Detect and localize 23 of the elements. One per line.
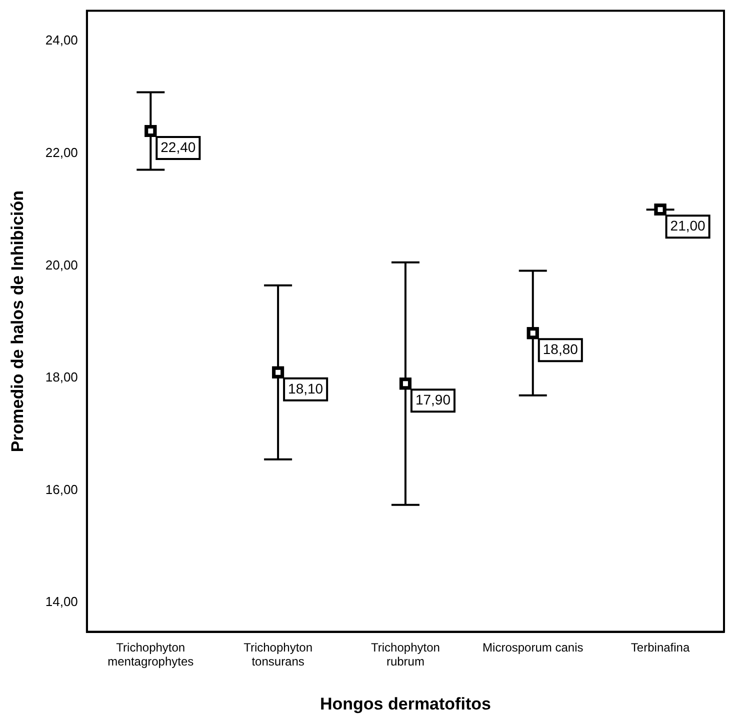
x-tick-label: Trichophyton mentagrophytes	[108, 640, 194, 669]
point	[399, 378, 412, 390]
x-tick-label: Trichophyton rubrum	[370, 640, 440, 669]
data-label: 18,80	[542, 340, 578, 357]
x-tick-label: Trichophyton tonsurans	[244, 640, 313, 669]
point	[526, 327, 539, 340]
y-tick-label: 20,00	[45, 257, 78, 272]
data-label: 17,90	[415, 391, 451, 408]
y-tick-label: 22,00	[45, 144, 78, 160]
data-label: 18,10	[288, 380, 324, 396]
x-axis-title: Hongos dermatofitos	[320, 694, 491, 714]
y-tick-label: 14,00	[45, 594, 78, 610]
x-tick-label: Terbinafina	[630, 640, 690, 654]
y-tick-label: 16,00	[45, 482, 78, 497]
x-tick-label: Microsporum canis	[482, 640, 584, 654]
point	[144, 124, 157, 137]
point	[654, 204, 666, 216]
y-tick-label: 18,00	[45, 370, 78, 385]
data-label: 22,40	[160, 138, 196, 155]
y-axis-title: Promedio de halos de Inhibición	[8, 190, 27, 452]
y-tick-label: 24,00	[45, 32, 78, 48]
point	[272, 366, 284, 378]
data-label: 21,00	[670, 217, 706, 234]
